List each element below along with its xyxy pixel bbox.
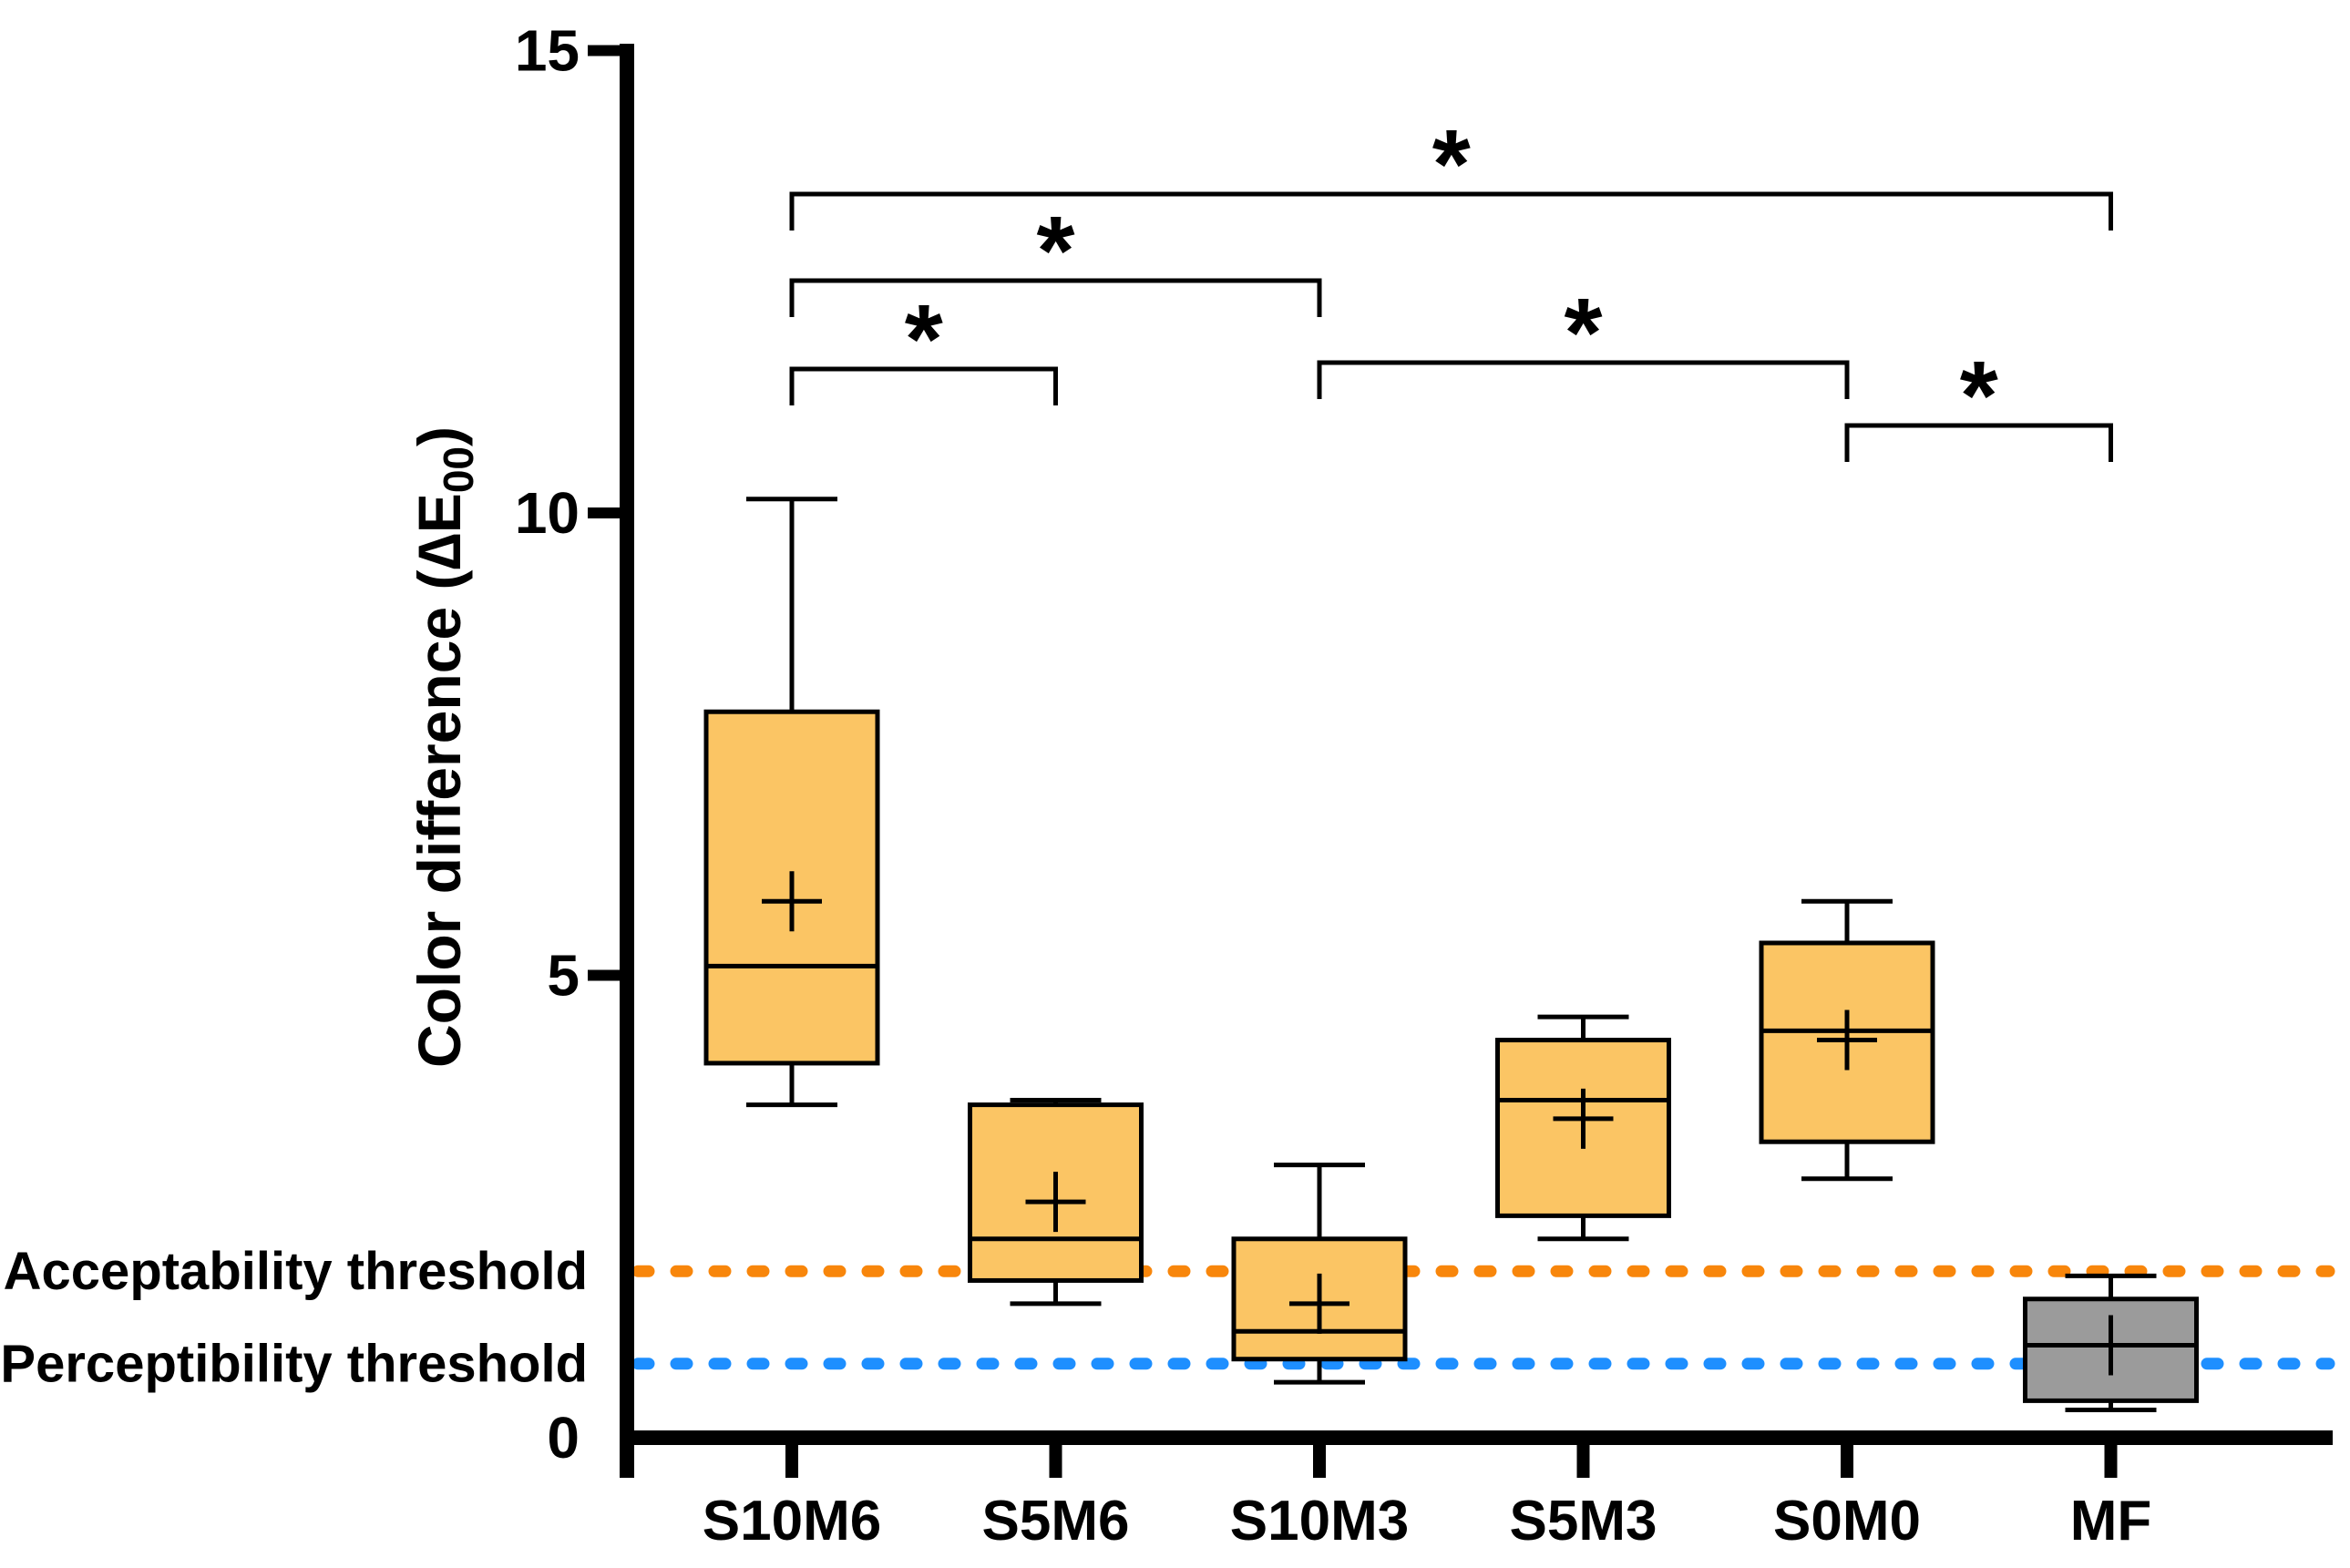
sig-asterisk-S10M6-MF: * xyxy=(1432,108,1471,219)
sig-bracket-S0M0-MF xyxy=(1844,423,2113,462)
y-tick-15 xyxy=(588,45,620,56)
sig-bracket-S10M6-MF xyxy=(789,191,2113,231)
sig-bracket-S10M3-S0M0 xyxy=(1317,360,1850,399)
x-tick-S5M6 xyxy=(1049,1445,1062,1478)
x-axis-line xyxy=(620,1430,2333,1445)
y-tick-10 xyxy=(588,507,620,518)
x-tick-S10M6 xyxy=(785,1445,798,1478)
x-tick-S5M3 xyxy=(1576,1445,1590,1478)
threshold-label-acceptability: Acceptability threshold xyxy=(4,1242,588,1301)
y-tick-label-15: 15 xyxy=(515,18,580,84)
sig-asterisk-S0M0-MF: * xyxy=(1960,340,1998,450)
x-category-label-S10M3: S10M3 xyxy=(1230,1490,1409,1553)
x-tick-S0M0 xyxy=(1841,1445,1853,1478)
y-tick-label-5: 5 xyxy=(547,943,580,1009)
x-tick-S10M3 xyxy=(1313,1445,1326,1478)
sig-asterisk-S10M3-S0M0: * xyxy=(1564,277,1602,387)
y-tick-label-0: 0 xyxy=(547,1405,580,1471)
sig-asterisk-S10M6-S5M6: * xyxy=(905,283,943,394)
x-category-label-S10M6: S10M6 xyxy=(703,1490,881,1553)
y-axis-title: Color difference (∆E00) xyxy=(405,426,482,1068)
x-category-label-S5M6: S5M6 xyxy=(982,1490,1130,1553)
y-tick-5 xyxy=(588,969,620,981)
sig-bracket-S10M6-S5M6 xyxy=(789,366,1058,405)
sig-asterisk-S10M6-S10M3: * xyxy=(1036,195,1074,305)
x-category-label-S0M0: S0M0 xyxy=(1773,1490,1921,1553)
y-axis-title-group: Color difference (∆E00) xyxy=(405,426,482,1068)
y-axis-spine xyxy=(620,44,634,1478)
sig-bracket-S10M6-S10M3 xyxy=(789,278,1322,317)
y-tick-label-10: 10 xyxy=(515,480,580,546)
x-category-label-MF: MF xyxy=(2070,1490,2152,1553)
x-tick-MF xyxy=(2104,1445,2118,1478)
threshold-label-perceptibility: Perceptibility threshold xyxy=(0,1334,588,1393)
x-category-label-S5M3: S5M3 xyxy=(1510,1490,1657,1553)
